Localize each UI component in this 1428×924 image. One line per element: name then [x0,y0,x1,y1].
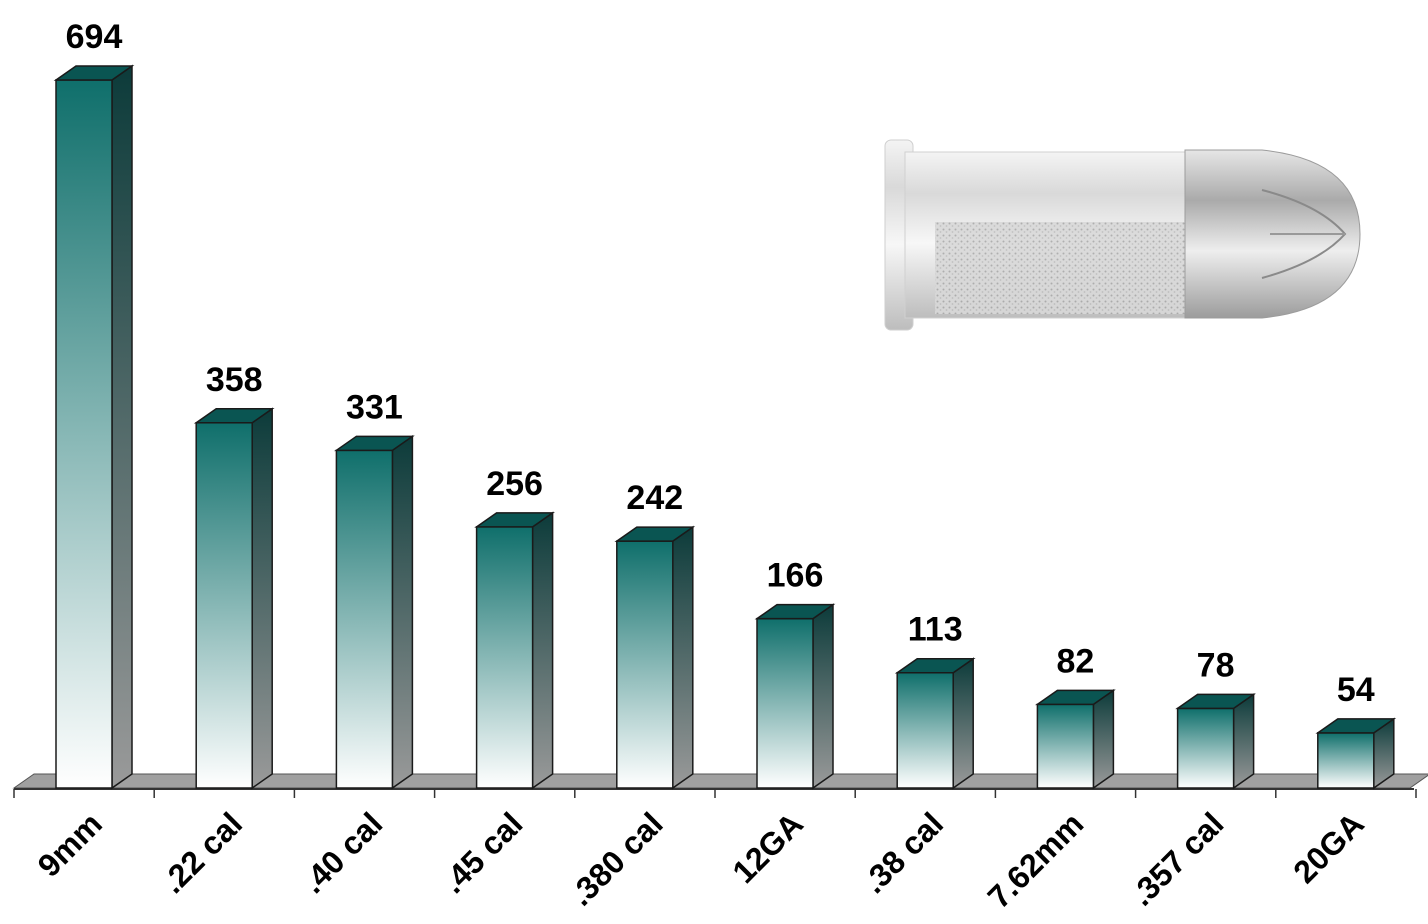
bar-value-label: 166 [767,557,824,595]
bar-value-label: 256 [486,465,543,503]
bar-side-face [1232,692,1255,790]
bar-top-face [474,512,555,528]
category-label: 7.62mm [981,805,1091,915]
bar-top-face [894,657,976,674]
bar-top-face [614,526,696,542]
bar-value-label: 694 [66,18,123,56]
bar-front-face [55,79,113,789]
bar-value-label: 82 [1056,642,1094,680]
bar [193,407,275,790]
bar-top-face [1035,689,1116,706]
bar [1315,717,1397,790]
bar [1035,688,1116,790]
bar-front-face [335,449,394,789]
category-label: 9mm [31,805,109,883]
bar-value-label: 358 [206,361,263,399]
bar-top-face [193,408,275,424]
category-label: 12GA [725,805,810,890]
bar-top-face [334,435,415,452]
bar-side-face [952,657,974,790]
bar-value-label: 331 [346,388,403,426]
category-label: .38 cal [855,805,950,900]
bar [894,657,976,790]
category-label: .45 cal [435,805,530,900]
bar-front-face [475,526,534,789]
bar [334,434,415,790]
bar-side-face [251,407,273,790]
bar-top-face [53,65,135,81]
category-label: .40 cal [295,805,390,900]
bar [1175,692,1256,790]
bar [614,525,696,790]
category-label: .357 cal [1123,805,1230,912]
bar-side-face [391,434,414,790]
bar-side-face [672,525,694,790]
bar-side-face [1092,688,1115,790]
x-axis-ticks [13,789,1417,798]
bar [53,64,135,790]
bar-front-face [1176,707,1235,789]
bar-front-face [616,540,674,789]
value-labels: 694 358 331 256 242 166 113 82 78 54 [66,18,1375,709]
bar-value-label: 242 [626,479,683,517]
bars [53,64,1397,790]
bar-value-label: 78 [1197,646,1235,684]
bar-value-label: 54 [1337,671,1375,709]
category-label: 20GA [1286,805,1371,890]
bar [474,511,555,790]
bar-side-face [111,64,133,790]
category-label: .22 cal [154,805,249,900]
bar-top-face [754,603,836,620]
bar [754,603,836,790]
bar-top-face [1315,718,1397,734]
bar-front-face [195,422,253,789]
bar-front-face [756,617,814,789]
bar-side-face [531,511,554,790]
bar-front-face [1036,703,1095,789]
bar-top-face [1175,693,1256,710]
bar-front-face [1317,732,1375,789]
bar-side-face [812,603,834,790]
category-label: .380 cal [563,805,670,912]
bullet-cartridge-illustration [884,139,1361,331]
bar-value-label: 113 [908,611,963,649]
bar-front-face [896,671,954,789]
category-labels: 9mm .22 cal .40 cal .45 cal .380 cal 12GA .38 … [31,805,1371,915]
